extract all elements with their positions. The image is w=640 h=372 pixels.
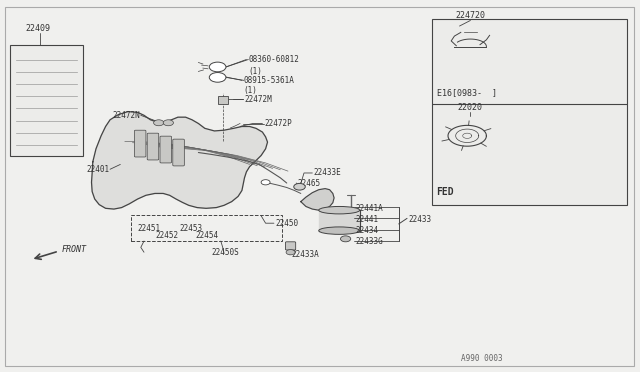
Text: 22434: 22434 [355, 226, 378, 235]
Text: E16[0983-  ]: E16[0983- ] [437, 88, 497, 97]
Text: (1): (1) [244, 86, 258, 94]
Text: 22401: 22401 [86, 165, 109, 174]
Circle shape [286, 250, 295, 255]
Text: 224720: 224720 [456, 12, 485, 20]
Bar [432, 19, 627, 205]
Ellipse shape [319, 227, 360, 234]
Text: W: W [216, 75, 220, 80]
Text: FED: FED [436, 187, 454, 197]
Circle shape [261, 180, 270, 185]
Text: 22433G: 22433G [355, 237, 383, 246]
Text: 22451: 22451 [138, 224, 161, 233]
FancyBboxPatch shape [147, 133, 159, 160]
FancyBboxPatch shape [173, 139, 184, 166]
Circle shape [209, 62, 226, 72]
Text: A990 0003: A990 0003 [461, 354, 502, 363]
FancyBboxPatch shape [160, 136, 172, 163]
Polygon shape [319, 210, 360, 231]
FancyBboxPatch shape [134, 130, 146, 157]
Text: 22441A: 22441A [355, 204, 383, 213]
Text: FRONT: FRONT [62, 246, 87, 254]
Text: 22433E: 22433E [314, 169, 341, 177]
Text: 22450: 22450 [275, 219, 298, 228]
Polygon shape [92, 112, 268, 209]
Bar [131, 215, 282, 241]
Text: 22433: 22433 [408, 215, 431, 224]
Text: S: S [216, 64, 220, 70]
Circle shape [294, 183, 305, 190]
Text: 08360-60812: 08360-60812 [248, 55, 299, 64]
Text: 22465: 22465 [298, 179, 321, 187]
Text: 22409: 22409 [26, 24, 51, 33]
Polygon shape [301, 189, 334, 210]
Text: 22441: 22441 [355, 215, 378, 224]
Text: 22452: 22452 [156, 231, 179, 240]
Circle shape [154, 120, 164, 126]
Text: 22020: 22020 [458, 103, 483, 112]
Text: 22472P: 22472P [264, 119, 292, 128]
Text: (1): (1) [248, 67, 262, 76]
Text: 22454: 22454 [195, 231, 218, 240]
FancyBboxPatch shape [285, 242, 296, 250]
Text: 22450S: 22450S [211, 248, 239, 257]
Text: 22433A: 22433A [291, 250, 319, 259]
Ellipse shape [319, 206, 360, 214]
Text: 22472M: 22472M [244, 95, 272, 104]
Circle shape [209, 73, 226, 82]
Circle shape [163, 120, 173, 126]
Text: 08915-5361A: 08915-5361A [244, 76, 294, 85]
Bar [10, 45, 83, 156]
Text: 22453: 22453 [179, 224, 202, 233]
Circle shape [340, 236, 351, 242]
Bar [218, 96, 228, 104]
Text: 22472N: 22472N [112, 111, 140, 120]
